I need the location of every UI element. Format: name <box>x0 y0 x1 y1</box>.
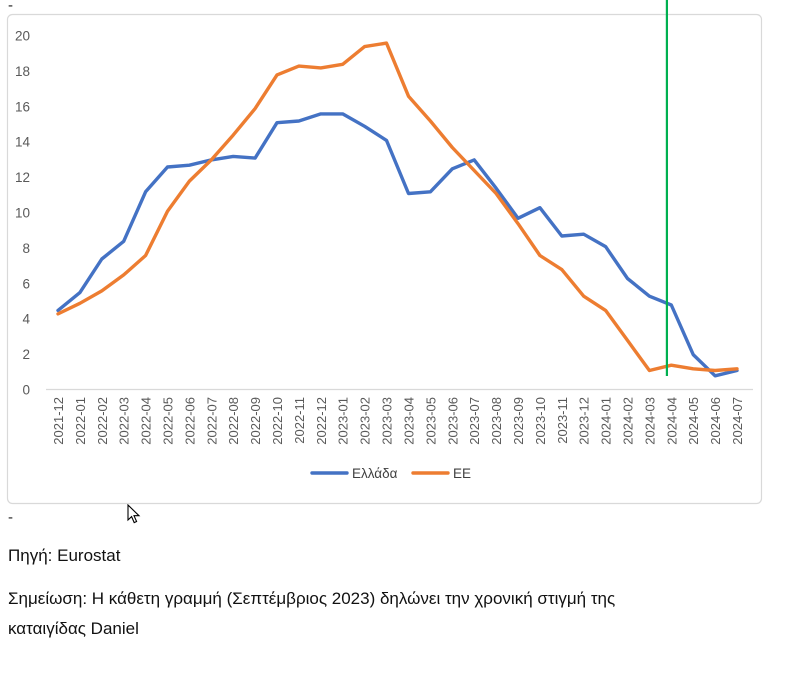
x-tick-label: 2023-05 <box>423 397 438 445</box>
x-tick-label: 2022-03 <box>117 397 132 445</box>
top-dash: - <box>8 0 13 14</box>
y-tick-label: 14 <box>15 135 31 150</box>
legend-label-Ελλάδα: Ελλάδα <box>352 466 398 481</box>
x-tick-label: 2022-08 <box>226 397 241 445</box>
x-tick-label: 2023-02 <box>358 397 373 445</box>
x-tick-label: 2024-07 <box>730 397 745 445</box>
x-tick-label: 2022-02 <box>95 397 110 445</box>
x-tick-label: 2023-11 <box>555 397 570 444</box>
x-tick-label: 2022-12 <box>314 397 329 445</box>
x-tick-label: 2024-06 <box>708 397 723 445</box>
source-text: Πηγή: Eurostat <box>8 546 121 565</box>
legend-label-ΕΕ: ΕΕ <box>453 466 471 481</box>
y-tick-label: 4 <box>22 312 30 327</box>
x-tick-label: 2024-02 <box>620 397 635 445</box>
x-tick-label: 2023-07 <box>467 397 482 445</box>
x-tick-label: 2023-03 <box>380 397 395 445</box>
y-tick-label: 10 <box>15 206 30 221</box>
chart-frame <box>6 13 763 505</box>
x-tick-label: 2023-01 <box>336 397 351 445</box>
x-tick-label: 2023-10 <box>533 397 548 445</box>
series-line-Ελλάδα <box>56 112 739 378</box>
x-tick-label: 2024-05 <box>686 397 701 445</box>
x-tick-label: 2024-01 <box>599 397 614 445</box>
x-tick-label: 2021-12 <box>51 397 66 445</box>
y-tick-label: 6 <box>22 276 30 291</box>
y-tick-label: 0 <box>22 383 30 398</box>
mouse-cursor-icon <box>127 504 141 524</box>
x-tick-label: 2024-03 <box>642 397 657 445</box>
x-tick-label: 2024-04 <box>664 397 679 445</box>
x-tick-label: 2022-01 <box>73 397 88 445</box>
x-tick-label: 2023-12 <box>577 397 592 445</box>
line-chart: 0 2 4 6 8 10 12 14 16 18 20 2021-12 2022-01 2022-02 20… <box>6 0 763 505</box>
x-tick-label: 2022-06 <box>182 397 197 445</box>
bottom-dash: - <box>8 509 13 526</box>
x-tick-label: 2022-04 <box>139 397 154 445</box>
y-tick-label: 2 <box>22 347 30 362</box>
x-tick-label: 2023-09 <box>511 397 526 445</box>
series-line-ΕΕ <box>56 41 739 373</box>
y-tick-label: 8 <box>22 241 30 256</box>
y-tick-label: 16 <box>15 99 30 114</box>
y-tick-label: 18 <box>15 64 30 79</box>
x-tick-label: 2022-10 <box>270 397 285 445</box>
x-tick-label: 2023-06 <box>445 397 460 445</box>
note-text: Σημείωση: Η κάθετη γραμμή (Σεπτέμβριος 2… <box>8 589 616 638</box>
y-tick-label: 12 <box>15 170 30 185</box>
x-tick-label: 2023-08 <box>489 397 504 445</box>
y-tick-label: 20 <box>15 29 30 44</box>
x-tick-label: 2022-09 <box>248 397 263 445</box>
x-tick-label: 2022-07 <box>204 397 219 445</box>
x-tick-label: 2023-04 <box>401 397 416 445</box>
x-tick-label: 2022-11 <box>292 397 307 444</box>
x-tick-label: 2022-05 <box>161 397 176 445</box>
